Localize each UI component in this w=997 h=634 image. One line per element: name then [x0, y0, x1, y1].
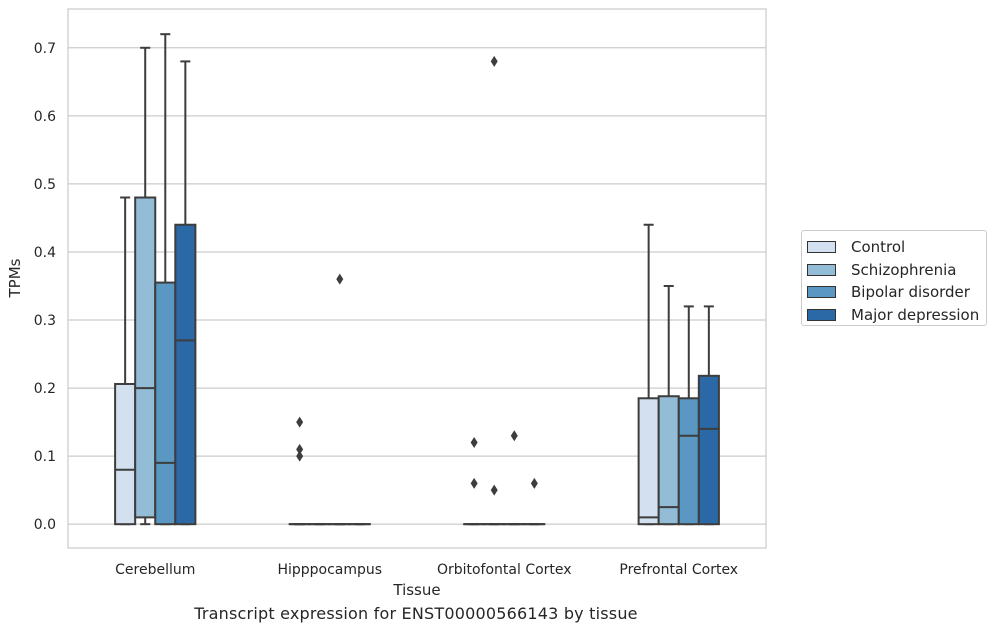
- box-body: [154, 281, 177, 526]
- plot-frame: [67, 8, 767, 549]
- y-tick-labels: 0.0 0.1 0.2 0.3 0.4 0.5 0.6 0.7: [34, 41, 56, 533]
- x-tick-label: Cerebellum: [115, 562, 195, 578]
- box-body: [637, 397, 660, 526]
- box-body: [174, 223, 197, 526]
- box-0-0: [114, 196, 137, 526]
- outlier-point: [490, 55, 498, 67]
- legend-swatch: [807, 286, 836, 299]
- chart-caption: Transcript expression for ENST0000056614…: [194, 604, 638, 623]
- outlier-point: [296, 443, 304, 455]
- legend-item: Control: [807, 236, 986, 259]
- box-2-3: [677, 305, 700, 526]
- box-3-2: [523, 477, 546, 526]
- legend-label: Control: [851, 238, 906, 257]
- y-tick-label: 0.5: [34, 177, 56, 193]
- legend-swatch: [807, 308, 836, 321]
- x-tick-label: Orbitofontal Cortex: [437, 562, 572, 578]
- box-1-0: [134, 46, 157, 526]
- x-tick-labels: Cerebellum Hipppocampus Orbitofontal Corte…: [115, 562, 738, 578]
- x-axis-label: Tissue: [392, 581, 440, 599]
- x-tick-label: Prefrontal Cortex: [619, 562, 738, 578]
- y-tick-label: 0.3: [34, 313, 56, 329]
- box-0-1: [288, 416, 311, 526]
- legend-swatch: [807, 263, 836, 276]
- legend-swatch: [807, 241, 836, 254]
- legend-label: Schizophrenia: [851, 260, 957, 279]
- x-tick-label: Hipppocampus: [277, 562, 382, 578]
- box-3-0: [174, 60, 197, 526]
- outlier-point: [336, 273, 344, 285]
- box-2-2: [503, 430, 526, 526]
- box-body: [677, 397, 700, 526]
- box-body: [697, 374, 720, 526]
- legend-label: Bipolar disorder: [851, 283, 970, 302]
- outlier-point: [530, 477, 538, 489]
- y-tick-label: 0.2: [34, 381, 56, 397]
- y-tick-label: 0.7: [34, 41, 56, 57]
- outlier-point: [470, 477, 478, 489]
- y-tick-label: 0.6: [34, 109, 56, 125]
- outlier-point: [510, 430, 518, 442]
- legend-item: Schizophrenia: [807, 259, 986, 282]
- y-tick-label: 0.1: [34, 449, 56, 465]
- y-axis-label: TPMs: [6, 258, 24, 298]
- box-1-2: [483, 55, 506, 526]
- box-3-3: [697, 305, 720, 526]
- legend-label: Major depression: [851, 305, 980, 324]
- outlier-point: [470, 437, 478, 449]
- box-1-3: [657, 284, 680, 526]
- box-body: [114, 382, 137, 526]
- legend-item: Major depression: [807, 304, 986, 327]
- box-0-2: [463, 437, 486, 526]
- outlier-point: [296, 450, 304, 462]
- legend: Control Schizophrenia Bipolar disorder Majo…: [801, 230, 987, 326]
- box-body: [134, 196, 157, 519]
- outlier-point: [296, 416, 304, 428]
- y-tick-label: 0.0: [34, 517, 56, 533]
- box-2-0: [154, 33, 177, 526]
- box-body: [657, 395, 680, 526]
- legend-item: Bipolar disorder: [807, 281, 986, 304]
- box-plot-marks: [114, 33, 720, 526]
- y-tick-label: 0.4: [34, 245, 56, 261]
- box-2-1: [328, 273, 351, 526]
- outlier-point: [490, 484, 498, 496]
- box-0-3: [637, 223, 660, 526]
